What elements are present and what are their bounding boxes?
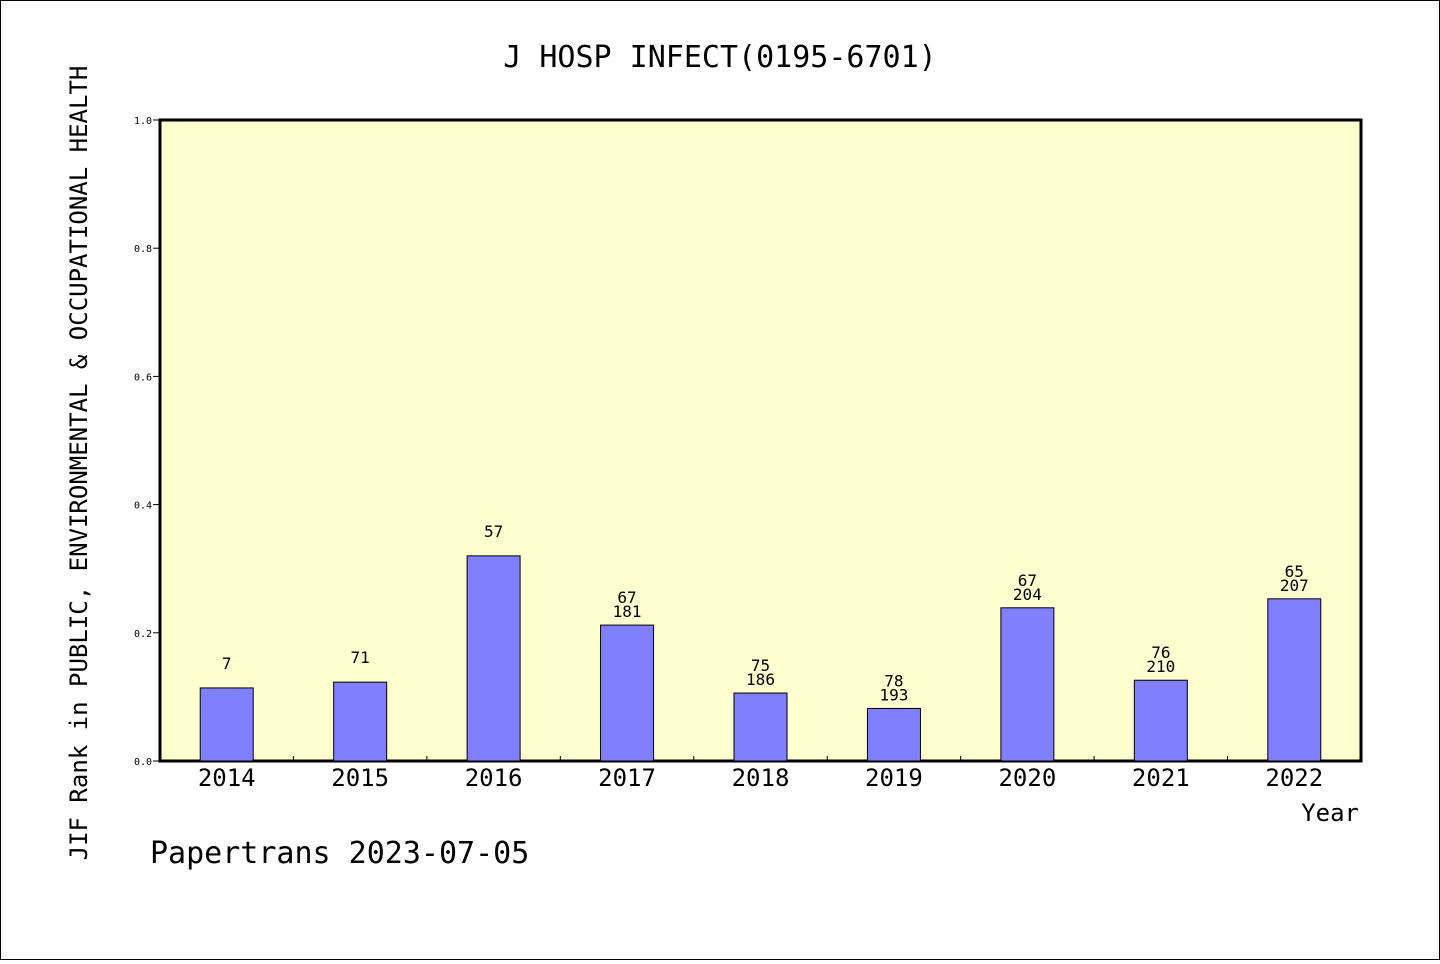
x-tick-label: 2018 <box>732 764 790 792</box>
x-axis-title: Year <box>1301 799 1359 827</box>
bar-label-rank: 76 <box>1151 643 1170 662</box>
y-axis: 0.0 0.2 0.4 0.6 0.8 1.0 <box>134 116 160 768</box>
x-tick-label: 2016 <box>465 764 523 792</box>
chart-title: J HOSP INFECT(0195-6701) <box>503 40 936 75</box>
x-tick-label: 2019 <box>865 764 923 792</box>
bar-label-total: 207 <box>1280 576 1309 595</box>
bar-label-rank: 67 <box>1018 571 1037 590</box>
x-tick-label: 2020 <box>998 764 1056 792</box>
plot-area <box>158 118 1363 763</box>
x-tick-label: 2015 <box>331 764 389 792</box>
bar-2016 <box>466 555 521 762</box>
bar-label-rank: 57 <box>484 522 503 541</box>
bar-label-total: 193 <box>879 685 908 704</box>
x-tick-label: 2022 <box>1265 764 1323 792</box>
x-tick-label: 2014 <box>198 764 256 792</box>
bar-2022 <box>1267 598 1322 762</box>
bar-label-rank: 67 <box>617 588 636 607</box>
bar-label-total: 204 <box>1013 585 1042 604</box>
y-axis-title: JIF Rank in PUBLIC, ENVIRONMENTAL & OCCU… <box>65 66 93 861</box>
bar-2018 <box>733 692 788 762</box>
bar-label-rank: 65 <box>1285 562 1304 581</box>
bar-label-rank: 75 <box>751 656 770 675</box>
bar-label-rank: 7 <box>222 654 232 673</box>
y-tick-label: 1.0 <box>134 116 152 127</box>
y-tick-label: 0.4 <box>134 501 152 512</box>
y-tick-label: 0.0 <box>134 757 152 768</box>
bar-2015 <box>333 681 388 762</box>
bar-label-rank: 71 <box>351 648 370 667</box>
bar-2014 <box>199 687 254 762</box>
x-tick-label: 2021 <box>1132 764 1190 792</box>
y-tick-label: 0.6 <box>134 372 152 383</box>
bar-2021 <box>1133 679 1188 762</box>
bar-label-total: 181 <box>613 602 642 621</box>
bar-label-total: 210 <box>1146 657 1175 676</box>
y-tick-label: 0.8 <box>134 244 152 255</box>
bar-2019 <box>866 707 921 762</box>
bar-label-total: 186 <box>746 670 775 689</box>
y-tick-label: 0.2 <box>134 629 152 640</box>
bar-label-rank: 78 <box>884 671 903 690</box>
bar-2017 <box>600 624 655 762</box>
bar-2020 <box>1000 607 1055 762</box>
x-tick-label: 2017 <box>598 764 656 792</box>
credit-text: Papertrans 2023-07-05 <box>150 836 529 871</box>
x-axis: 2014 2015 2016 2017 2018 2019 2020 2021 2022 <box>198 756 1323 792</box>
